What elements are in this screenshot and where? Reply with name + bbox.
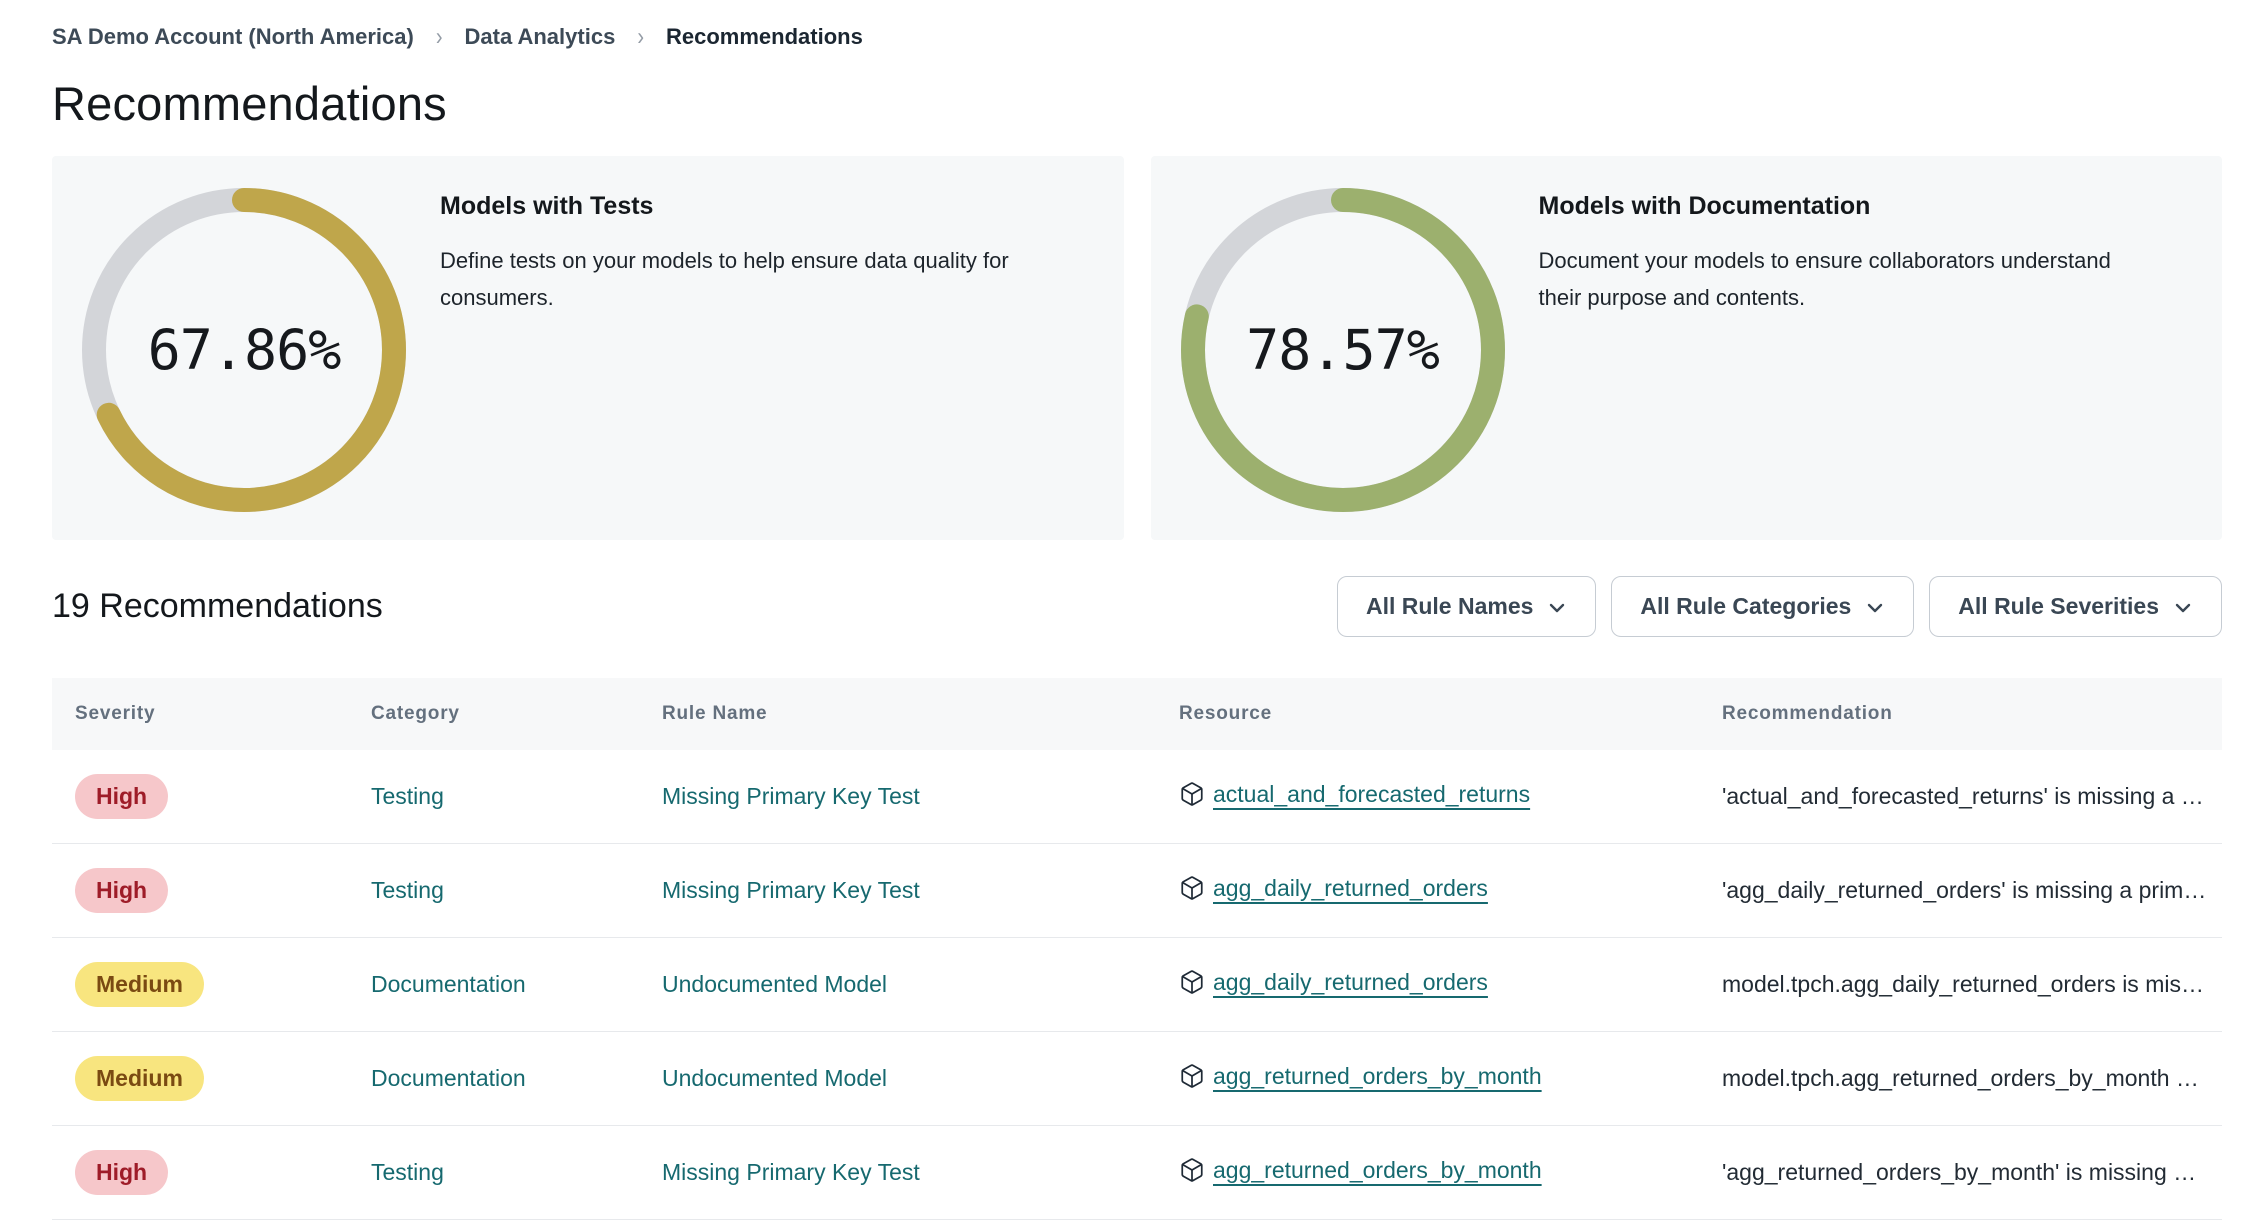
resource-link[interactable]: agg_returned_orders_by_month bbox=[1179, 1063, 1542, 1090]
resource-link[interactable]: agg_daily_returned_orders bbox=[1179, 969, 1488, 996]
recommendations-count: 19 Recommendations bbox=[52, 587, 383, 625]
recommendations-table: Severity Category Rule Name Resource Rec… bbox=[52, 678, 2222, 1220]
category-link[interactable]: Testing bbox=[371, 783, 444, 809]
rule-name-link[interactable]: Undocumented Model bbox=[662, 971, 888, 997]
chevron-down-icon bbox=[2175, 603, 2191, 613]
recommendation-text: model.tpch.agg_returned_orders_by_month … bbox=[1722, 1065, 2199, 1091]
tests-donut-percentage: 67.86% bbox=[147, 318, 342, 382]
rule-name-link[interactable]: Undocumented Model bbox=[662, 1065, 888, 1091]
column-header-recommendation: Recommendation bbox=[1722, 703, 1893, 724]
filter-bar: All Rule Names All Rule Categories All R… bbox=[1336, 576, 2222, 637]
page-title: Recommendations bbox=[52, 77, 447, 130]
docs-donut-percentage: 78.57% bbox=[1246, 318, 1440, 382]
model-cube-icon bbox=[1181, 876, 1203, 901]
severity-badge: High bbox=[75, 774, 169, 819]
chevron-right-icon: › bbox=[435, 22, 443, 51]
table-row: High Testing Missing Primary Key Test ag… bbox=[52, 1126, 2222, 1220]
rule-categories-filter[interactable]: All Rule Categories bbox=[1611, 576, 1915, 637]
docs-card-title: Models with Documentation bbox=[1538, 192, 1871, 220]
tests-card-description: Define tests on your models to help ensu… bbox=[440, 248, 1009, 310]
column-header-category: Category bbox=[371, 703, 460, 724]
table-header-row: Severity Category Rule Name Resource Rec… bbox=[52, 678, 2222, 750]
rule-severities-filter[interactable]: All Rule Severities bbox=[1929, 576, 2222, 637]
recommendation-text: model.tpch.agg_daily_returned_orders is … bbox=[1722, 971, 2204, 997]
category-link[interactable]: Documentation bbox=[371, 1065, 526, 1091]
model-cube-icon bbox=[1181, 782, 1203, 807]
breadcrumb-account[interactable]: SA Demo Account (North America) bbox=[52, 24, 414, 49]
severity-badge: Medium bbox=[75, 1056, 204, 1101]
table-row: Medium Documentation Undocumented Model … bbox=[52, 938, 2222, 1032]
column-header-resource: Resource bbox=[1179, 703, 1272, 724]
rule-name-link[interactable]: Missing Primary Key Test bbox=[662, 1159, 920, 1185]
column-header-severity: Severity bbox=[75, 703, 156, 724]
recommendation-text: 'actual_and_forecasted_returns' is missi… bbox=[1722, 783, 2204, 809]
recommendation-text: 'agg_returned_orders_by_month' is missin… bbox=[1722, 1159, 2197, 1185]
breadcrumb-project[interactable]: Data Analytics bbox=[464, 24, 616, 49]
models-with-tests-card: 67.86% Models with Tests Define tests on… bbox=[52, 156, 1124, 540]
rule-name-link[interactable]: Missing Primary Key Test bbox=[662, 783, 920, 809]
breadcrumb-current: Recommendations bbox=[665, 24, 863, 49]
resource-link[interactable]: agg_daily_returned_orders bbox=[1179, 875, 1488, 902]
resource-link[interactable]: agg_returned_orders_by_month bbox=[1179, 1157, 1542, 1184]
rule-names-filter[interactable]: All Rule Names bbox=[1336, 576, 1597, 637]
resource-link[interactable]: actual_and_forecasted_returns bbox=[1179, 781, 1530, 808]
docs-donut-chart: 78.57% bbox=[1173, 180, 1513, 520]
category-link[interactable]: Testing bbox=[371, 877, 444, 903]
docs-card-description: Document your models to ensure collabora… bbox=[1538, 248, 2111, 310]
chevron-right-icon: › bbox=[637, 22, 644, 51]
chevron-down-icon bbox=[1868, 603, 1883, 613]
models-with-documentation-card: 78.57% Models with Documentation Documen… bbox=[1150, 156, 2222, 540]
table-row: High Testing Missing Primary Key Test ac… bbox=[52, 750, 2222, 844]
severity-badge: Medium bbox=[75, 962, 204, 1007]
model-cube-icon bbox=[1181, 1158, 1203, 1183]
recommendation-text: 'agg_daily_returned_orders' is missing a… bbox=[1722, 877, 2207, 903]
table-row: Medium Documentation Undocumented Model … bbox=[52, 1032, 2222, 1126]
tests-donut-chart: 67.86% bbox=[74, 180, 414, 520]
rule-name-link[interactable]: Missing Primary Key Test bbox=[662, 877, 920, 903]
model-cube-icon bbox=[1181, 1064, 1203, 1089]
severity-badge: High bbox=[75, 868, 169, 913]
list-header: 19 Recommendations All Rule Names All Ru… bbox=[52, 576, 2222, 637]
column-header-rule-name: Rule Name bbox=[662, 703, 768, 724]
category-link[interactable]: Testing bbox=[371, 1159, 444, 1185]
breadcrumb: SA Demo Account (North America) › Data A… bbox=[52, 0, 2222, 51]
table-row: High Testing Missing Primary Key Test ag… bbox=[52, 844, 2222, 938]
model-cube-icon bbox=[1181, 970, 1203, 995]
tests-card-title: Models with Tests bbox=[440, 192, 654, 220]
chevron-down-icon bbox=[1550, 603, 1565, 613]
category-link[interactable]: Documentation bbox=[371, 971, 526, 997]
severity-badge: High bbox=[75, 1150, 169, 1195]
stat-cards: 67.86% Models with Tests Define tests on… bbox=[52, 156, 2222, 540]
